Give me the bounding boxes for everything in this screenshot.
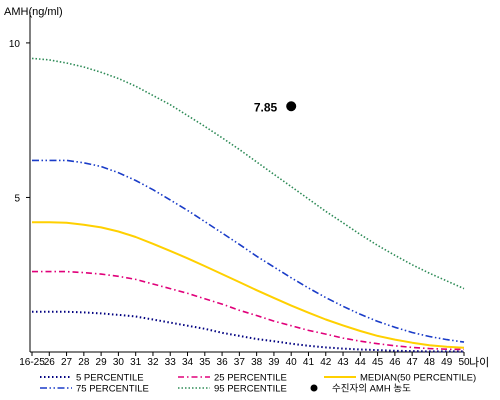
x-tick-label: 27 — [61, 357, 73, 368]
x-tick-label: 43 — [337, 357, 349, 368]
x-tick-label: 41 — [303, 357, 315, 368]
legend-label-0: 5 PERCENTILE — [76, 373, 144, 384]
patient-marker: 7.85 — [254, 100, 297, 114]
y-tick-label: 10 — [9, 39, 21, 50]
x-tick-label: 34 — [182, 357, 194, 368]
x-axis-label: 나이 — [469, 356, 489, 369]
x-tick-label: 32 — [147, 357, 159, 368]
legend-label-2: MEDIAN(50 PERCENTILE) — [360, 373, 476, 384]
legend-point-label: 수진자의 AMH 농도 — [332, 384, 411, 395]
y-ticks: 5 10 — [9, 39, 30, 204]
axes — [29, 12, 464, 353]
x-tick-label: 28 — [78, 357, 90, 368]
patient-value-label: 7.85 — [254, 100, 278, 114]
x-tick-label: 44 — [355, 357, 367, 368]
x-tick-label: 33 — [165, 357, 177, 368]
x-tick-label: 29 — [96, 357, 108, 368]
y-axis-label: AMH(ng/ml) — [4, 6, 63, 18]
x-tick-label: 38 — [251, 357, 263, 368]
x-tick-label: 37 — [234, 357, 246, 368]
series-line-1 — [32, 270, 465, 351]
x-tick-label: 45 — [372, 357, 384, 368]
series-line-4 — [31, 57, 465, 290]
x-tick-label: 40 — [286, 357, 298, 368]
x-tick-label: 49 — [441, 357, 453, 368]
x-tick-label: 16-25 — [19, 357, 45, 368]
series-line-2 — [32, 221, 465, 349]
x-tick-label: 46 — [389, 357, 401, 368]
x-tick-label: 36 — [217, 357, 229, 368]
y-tick-label: 5 — [14, 193, 20, 204]
x-tick-label: 39 — [268, 357, 280, 368]
series-line-0 — [32, 310, 464, 353]
legend-label-3: 75 PERCENTILE — [76, 384, 149, 395]
x-tick-label: 31 — [130, 357, 142, 368]
x-tick-label: 48 — [424, 357, 436, 368]
patient-point — [286, 101, 297, 112]
legend-label-1: 25 PERCENTILE — [214, 373, 287, 384]
x-tick-label: 42 — [320, 357, 332, 368]
series-lines — [31, 57, 465, 353]
legend: 5 PERCENTILE 25 PERCENTILE MEDIAN(50 PERCE… — [40, 373, 476, 395]
x-tick-label: 50 — [458, 357, 470, 368]
x-tick-label: 30 — [113, 357, 125, 368]
x-tick-label: 35 — [199, 357, 211, 368]
series-line-3 — [32, 159, 465, 343]
x-tick-label: 26 — [44, 357, 56, 368]
legend-point-swatch — [310, 384, 318, 392]
x-tick-label: 47 — [407, 357, 419, 368]
legend-label-4: 95 PERCENTILE — [214, 384, 287, 395]
